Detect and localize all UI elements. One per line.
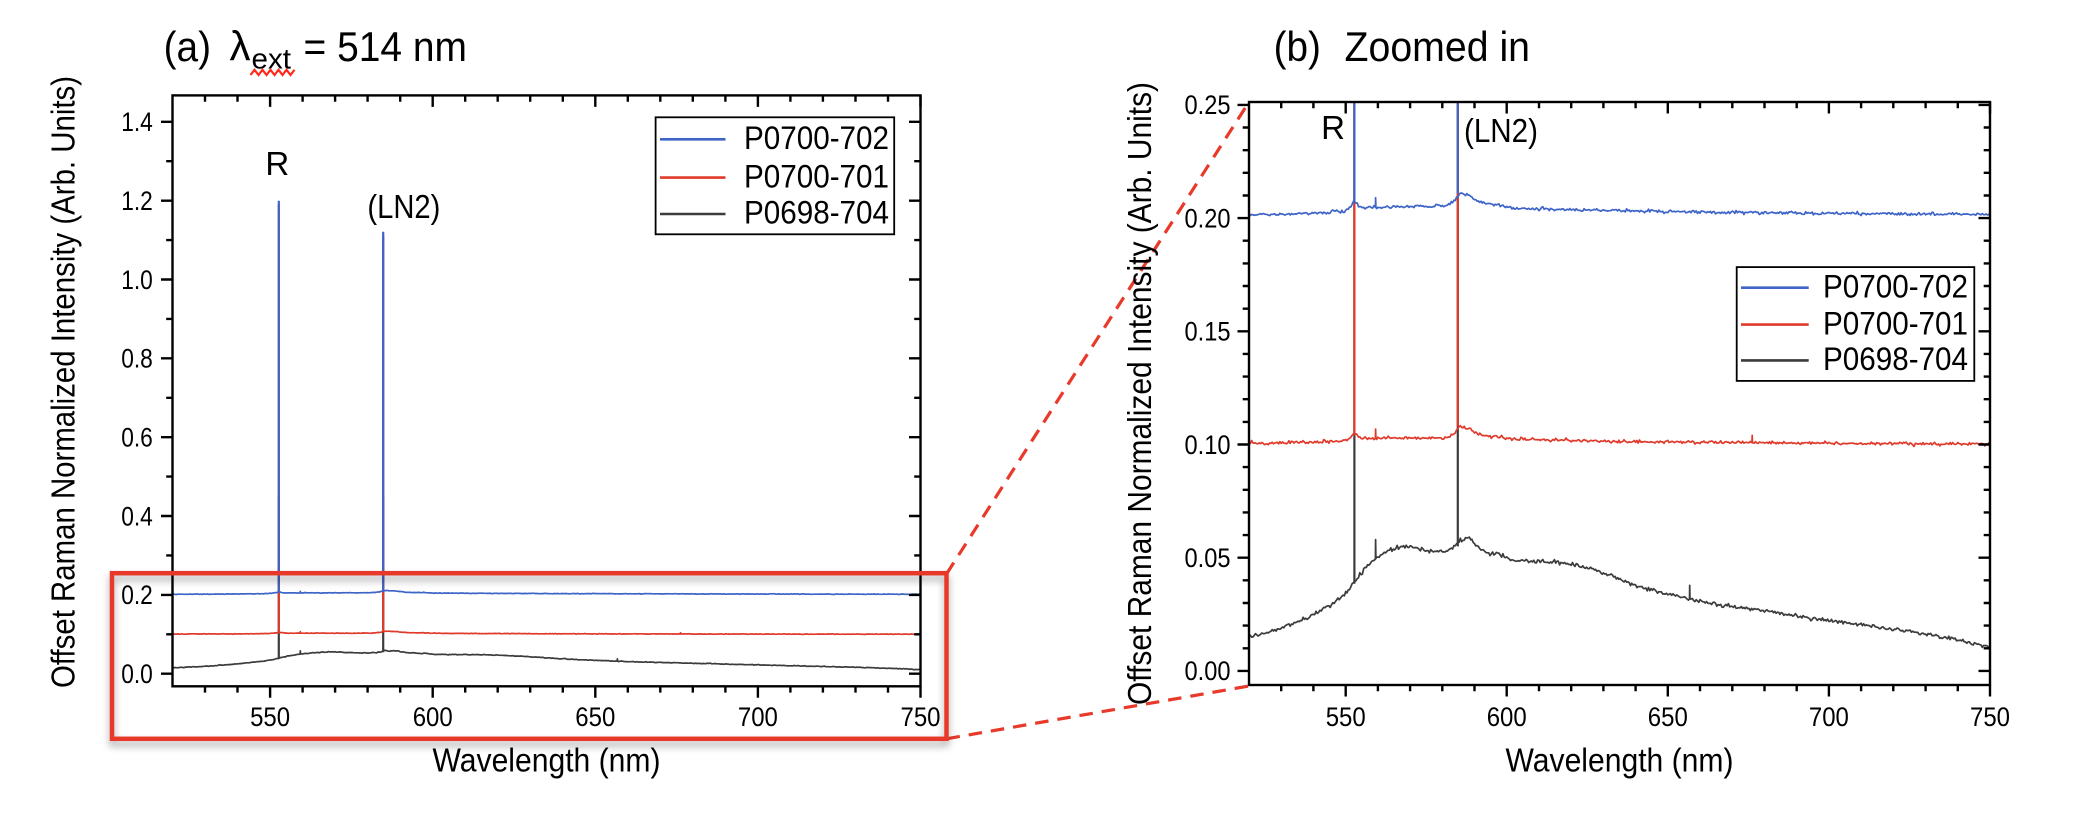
svg-text:R: R bbox=[1321, 109, 1345, 146]
svg-text:750: 750 bbox=[1970, 702, 2010, 732]
svg-text:600: 600 bbox=[1487, 702, 1527, 732]
svg-text:P0698-704: P0698-704 bbox=[1823, 341, 1968, 377]
svg-text:650: 650 bbox=[575, 702, 615, 732]
svg-text:0.0: 0.0 bbox=[121, 659, 153, 689]
svg-text:R: R bbox=[265, 145, 289, 182]
svg-text:P0698-704: P0698-704 bbox=[744, 195, 889, 231]
svg-text:1.0: 1.0 bbox=[121, 265, 153, 295]
svg-text:(LN2): (LN2) bbox=[1464, 112, 1538, 149]
svg-text:0.10: 0.10 bbox=[1185, 430, 1231, 460]
svg-text:0.6: 0.6 bbox=[121, 423, 153, 453]
svg-text:Offset Raman Normalized Intens: Offset Raman Normalized Intensity (Arb. … bbox=[45, 76, 82, 688]
svg-text:700: 700 bbox=[738, 702, 778, 732]
svg-text:0.00: 0.00 bbox=[1185, 656, 1231, 686]
svg-text:P0700-702: P0700-702 bbox=[744, 120, 889, 156]
svg-text:P0700-702: P0700-702 bbox=[1823, 268, 1968, 304]
svg-text:750: 750 bbox=[901, 702, 941, 732]
svg-text:P0700-701: P0700-701 bbox=[1823, 305, 1968, 341]
svg-text:P0700-701: P0700-701 bbox=[744, 158, 889, 194]
svg-text:= 514 nm: = 514 nm bbox=[304, 23, 468, 70]
svg-text:550: 550 bbox=[250, 702, 290, 732]
svg-text:1.2: 1.2 bbox=[121, 186, 153, 216]
svg-text:λ: λ bbox=[230, 23, 251, 70]
svg-text:0.25: 0.25 bbox=[1185, 90, 1231, 120]
svg-text:(b): (b) bbox=[1274, 23, 1321, 70]
svg-text:0.20: 0.20 bbox=[1185, 203, 1231, 233]
svg-text:0.8: 0.8 bbox=[121, 344, 153, 374]
svg-text:0.4: 0.4 bbox=[121, 501, 153, 531]
svg-text:Zoomed in: Zoomed in bbox=[1345, 23, 1531, 70]
svg-text:700: 700 bbox=[1809, 702, 1849, 732]
svg-text:0.15: 0.15 bbox=[1185, 317, 1231, 347]
svg-text:0.2: 0.2 bbox=[121, 580, 153, 610]
svg-text:(a): (a) bbox=[164, 23, 211, 70]
svg-text:Wavelength (nm): Wavelength (nm) bbox=[433, 742, 661, 779]
svg-text:Wavelength (nm): Wavelength (nm) bbox=[1506, 742, 1734, 779]
svg-text:Offset Raman Normalized Intens: Offset Raman Normalized Intensity (Arb. … bbox=[1121, 82, 1158, 705]
svg-text:600: 600 bbox=[413, 702, 453, 732]
svg-text:1.4: 1.4 bbox=[121, 107, 153, 137]
svg-text:(LN2): (LN2) bbox=[367, 188, 440, 225]
svg-text:0.05: 0.05 bbox=[1185, 543, 1231, 573]
svg-text:550: 550 bbox=[1326, 702, 1366, 732]
svg-text:650: 650 bbox=[1648, 702, 1688, 732]
